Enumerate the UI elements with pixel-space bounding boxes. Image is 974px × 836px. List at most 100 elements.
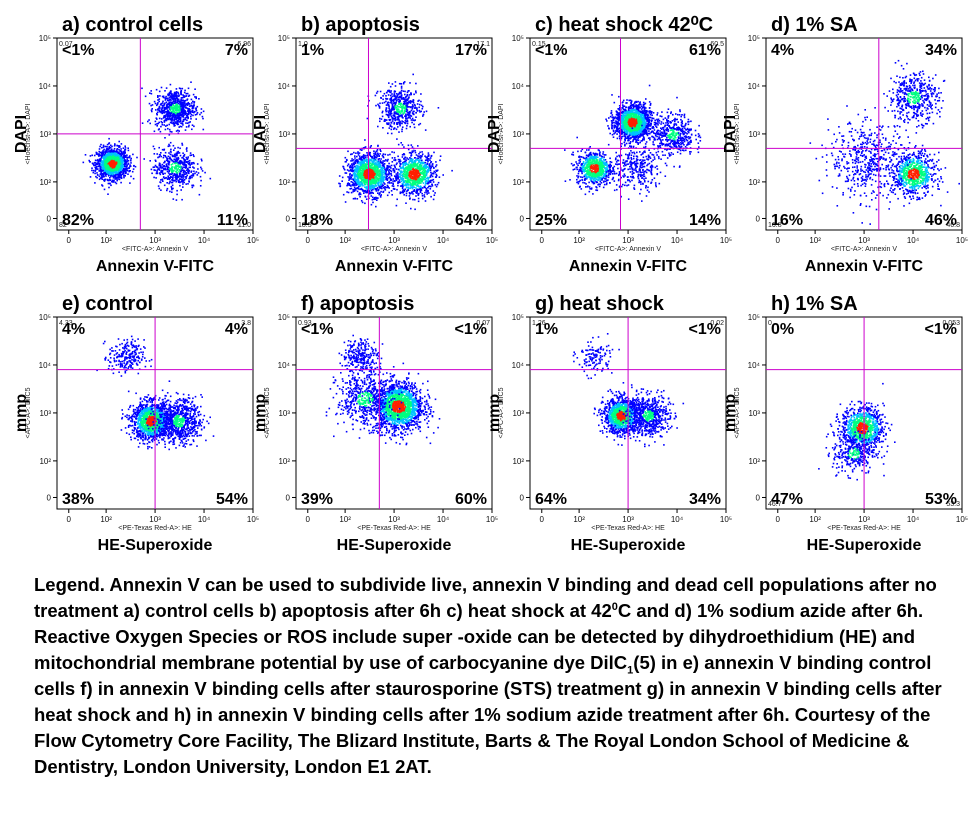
- density-dots: [338, 73, 453, 211]
- event-dot: [113, 147, 116, 150]
- event-dot: [171, 106, 174, 108]
- event-dot: [110, 161, 112, 163]
- event-dot: [413, 172, 415, 174]
- event-dot: [196, 163, 199, 165]
- event-dot: [418, 164, 421, 166]
- event-dot: [180, 93, 182, 95]
- event-dot: [107, 161, 110, 164]
- event-dot: [175, 177, 177, 179]
- event-dot: [382, 176, 385, 179]
- event-dot: [192, 111, 194, 113]
- event-dot: [188, 103, 191, 105]
- event-dot: [409, 197, 411, 199]
- event-dot: [97, 158, 99, 161]
- event-dot: [173, 166, 176, 168]
- event-dot: [122, 172, 124, 174]
- event-dot: [117, 175, 120, 177]
- event-dot: [377, 158, 380, 161]
- event-dot: [108, 179, 110, 182]
- event-dot: [95, 163, 97, 165]
- event-dot: [388, 170, 390, 172]
- event-dot: [200, 111, 203, 114]
- event-dot: [162, 172, 164, 175]
- event-dot: [122, 147, 125, 149]
- event-dot: [105, 145, 107, 148]
- event-dot: [417, 194, 420, 196]
- event-dot: [173, 92, 176, 95]
- event-dot: [160, 165, 162, 168]
- event-dot: [179, 113, 182, 115]
- event-dot: [371, 176, 373, 179]
- event-dot: [189, 121, 191, 123]
- event-dot: [183, 102, 186, 104]
- event-dot: [378, 192, 381, 194]
- event-dot: [186, 113, 189, 115]
- event-dot: [187, 157, 189, 160]
- event-dot: [164, 116, 166, 118]
- event-dot: [108, 166, 110, 168]
- event-dot: [368, 153, 371, 156]
- event-dot: [361, 201, 364, 204]
- event-dot: [159, 130, 162, 133]
- event-dot: [159, 164, 162, 167]
- event-dot: [164, 119, 167, 121]
- event-dot: [409, 178, 411, 181]
- event-dot: [113, 166, 115, 168]
- event-dot: [155, 160, 157, 162]
- event-dot: [108, 182, 111, 185]
- event-dot: [116, 145, 119, 147]
- event-dot: [108, 173, 110, 175]
- event-dot: [158, 109, 161, 112]
- event-dot: [106, 143, 109, 146]
- event-dot: [193, 102, 195, 104]
- event-dot: [171, 187, 173, 190]
- event-dot: [399, 158, 401, 161]
- event-dot: [122, 156, 124, 158]
- event-dot: [406, 175, 408, 177]
- y-tick-label: 10³: [39, 130, 51, 139]
- event-dot: [359, 188, 361, 191]
- event-dot: [383, 178, 385, 180]
- event-dot: [182, 183, 184, 185]
- event-dot: [177, 106, 180, 108]
- event-dot: [374, 152, 377, 155]
- event-dot: [371, 185, 373, 188]
- event-dot: [187, 87, 190, 90]
- event-dot: [383, 182, 385, 184]
- event-dot: [366, 181, 368, 183]
- event-dot: [359, 193, 362, 196]
- event-dot: [118, 151, 120, 154]
- event-dot: [168, 170, 170, 172]
- event-dot: [381, 175, 383, 178]
- event-dot: [171, 160, 173, 162]
- event-dot: [414, 198, 416, 201]
- event-dot: [395, 173, 398, 175]
- event-dot: [104, 173, 107, 175]
- event-dot: [120, 167, 122, 169]
- event-dot: [434, 192, 436, 194]
- event-dot: [421, 151, 423, 153]
- event-dot: [195, 107, 197, 109]
- event-dot: [192, 173, 195, 175]
- event-dot: [364, 139, 366, 141]
- event-dot: [186, 119, 188, 122]
- event-dot: [187, 156, 189, 158]
- event-dot: [392, 168, 395, 170]
- event-dot: [413, 165, 415, 167]
- event-dot: [163, 103, 166, 105]
- event-dot: [104, 159, 107, 162]
- event-dot: [175, 167, 177, 170]
- event-dot: [412, 99, 415, 102]
- event-dot: [162, 96, 165, 99]
- event-dot: [378, 155, 380, 157]
- quadrant-value-lr: 11.0: [238, 222, 251, 229]
- event-dot: [433, 151, 435, 154]
- event-dot: [358, 162, 361, 164]
- event-dot: [421, 195, 424, 197]
- event-dot: [185, 148, 188, 150]
- event-dot: [370, 195, 373, 197]
- event-dot: [432, 190, 435, 192]
- event-dot: [95, 175, 97, 178]
- event-dot: [158, 164, 161, 166]
- event-dot: [184, 111, 187, 113]
